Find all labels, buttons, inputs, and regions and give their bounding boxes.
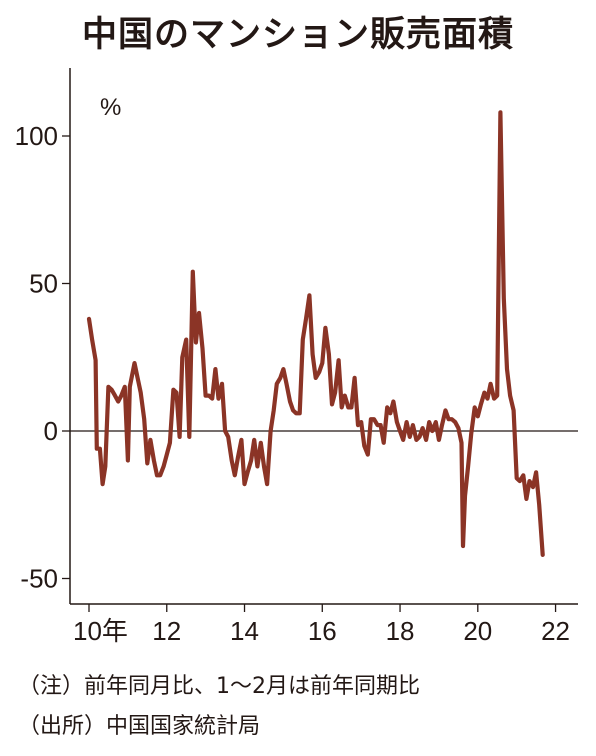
y-unit-label: % <box>100 94 121 121</box>
x-tick-label: 22 <box>541 616 570 646</box>
source-note: （出所）中国国家統計局 <box>18 714 261 739</box>
y-tick-label: 50 <box>29 269 58 299</box>
x-tick-label: 12 <box>152 616 181 646</box>
y-tick-labels: 100 50 0 -50 <box>15 121 58 594</box>
series-line <box>86 110 545 557</box>
footnote: （注）前年同月比、1～2月は前年同期比 <box>18 674 420 699</box>
chart-title: 中国のマンション販売面積 <box>81 15 514 55</box>
axes <box>62 68 578 612</box>
x-tick-label: 14 <box>230 616 259 646</box>
x-tick-label: 18 <box>386 616 415 646</box>
x-tick-label: 20 <box>463 616 492 646</box>
y-tick-label: -50 <box>20 564 58 594</box>
x-tick-label: 16 <box>308 616 337 646</box>
y-tick-label: 100 <box>15 121 58 151</box>
series-group <box>86 110 545 557</box>
y-tick-label: 0 <box>44 416 58 446</box>
x-tick-labels: 10年 12 14 16 18 20 22 <box>73 616 570 646</box>
x-tick-label: 10年 <box>73 616 128 646</box>
